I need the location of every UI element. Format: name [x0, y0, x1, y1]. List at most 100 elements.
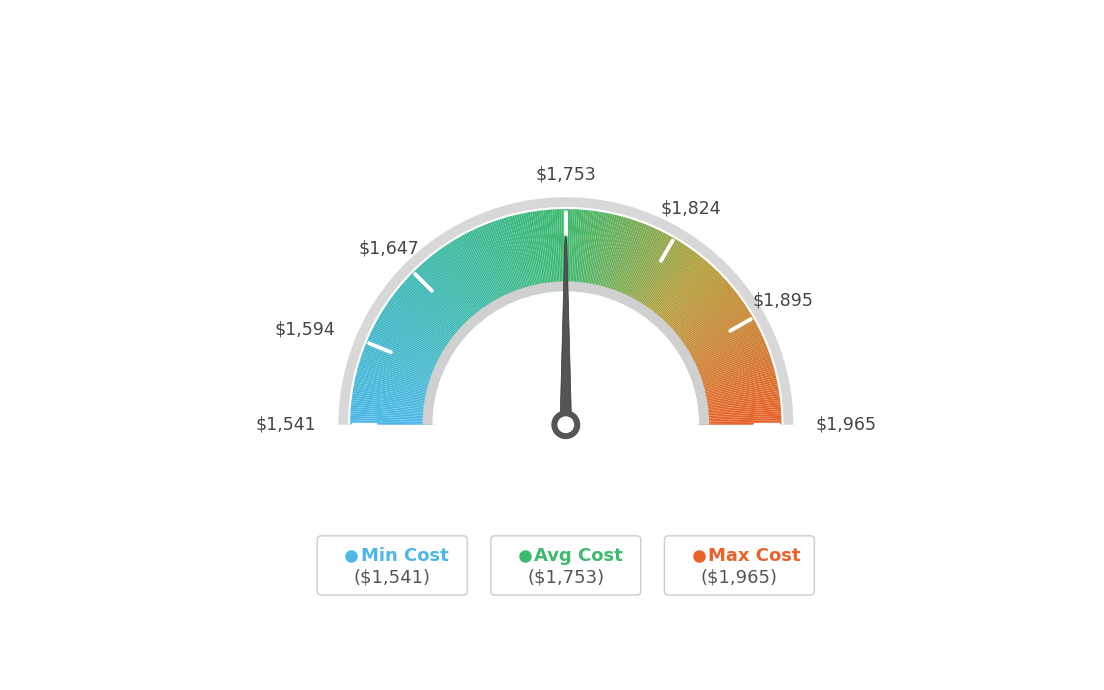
- Wedge shape: [687, 341, 765, 375]
- Wedge shape: [360, 358, 440, 386]
- Wedge shape: [350, 415, 434, 421]
- Wedge shape: [697, 402, 781, 413]
- Wedge shape: [667, 287, 733, 342]
- Wedge shape: [434, 253, 486, 321]
- Wedge shape: [466, 233, 506, 308]
- Wedge shape: [437, 250, 488, 319]
- Wedge shape: [644, 250, 694, 319]
- Circle shape: [558, 416, 574, 433]
- Wedge shape: [640, 248, 691, 317]
- Wedge shape: [563, 209, 565, 293]
- Wedge shape: [580, 210, 591, 294]
- Wedge shape: [396, 289, 464, 343]
- Text: ($1,753): ($1,753): [528, 569, 604, 586]
- Wedge shape: [620, 228, 658, 306]
- Wedge shape: [623, 230, 661, 307]
- Wedge shape: [422, 263, 479, 327]
- Wedge shape: [616, 225, 649, 304]
- Wedge shape: [351, 409, 435, 417]
- Wedge shape: [688, 345, 767, 377]
- Wedge shape: [379, 315, 453, 359]
- Wedge shape: [611, 221, 641, 302]
- Wedge shape: [521, 213, 540, 296]
- Wedge shape: [698, 418, 782, 422]
- Wedge shape: [395, 290, 463, 344]
- Text: Min Cost: Min Cost: [361, 547, 448, 565]
- Wedge shape: [607, 220, 637, 301]
- Wedge shape: [629, 236, 671, 310]
- Wedge shape: [697, 413, 782, 420]
- Wedge shape: [652, 263, 710, 327]
- Wedge shape: [380, 313, 454, 358]
- Wedge shape: [575, 210, 584, 294]
- Wedge shape: [401, 284, 466, 340]
- Wedge shape: [351, 400, 435, 411]
- Wedge shape: [651, 262, 709, 326]
- Wedge shape: [684, 331, 761, 368]
- Wedge shape: [692, 364, 774, 389]
- Wedge shape: [697, 409, 781, 417]
- Wedge shape: [471, 230, 510, 306]
- Wedge shape: [578, 210, 588, 294]
- Wedge shape: [485, 224, 518, 303]
- Wedge shape: [569, 209, 573, 293]
- Text: Avg Cost: Avg Cost: [534, 547, 623, 565]
- Wedge shape: [539, 210, 551, 294]
- Text: $1,965: $1,965: [816, 416, 877, 434]
- Wedge shape: [548, 210, 556, 294]
- Wedge shape: [678, 311, 751, 357]
- Wedge shape: [637, 244, 686, 315]
- Wedge shape: [361, 356, 442, 384]
- Wedge shape: [350, 413, 435, 420]
- Wedge shape: [543, 210, 553, 294]
- Wedge shape: [693, 375, 776, 396]
- Wedge shape: [645, 252, 697, 320]
- Wedge shape: [399, 287, 465, 342]
- Wedge shape: [464, 234, 505, 309]
- Wedge shape: [696, 388, 778, 404]
- Wedge shape: [669, 290, 736, 344]
- Wedge shape: [416, 268, 476, 330]
- Wedge shape: [364, 345, 444, 377]
- Wedge shape: [694, 377, 777, 397]
- Wedge shape: [510, 216, 533, 297]
- Wedge shape: [393, 295, 461, 346]
- Wedge shape: [431, 256, 485, 322]
- Wedge shape: [350, 422, 434, 425]
- Wedge shape: [407, 277, 470, 336]
- Wedge shape: [355, 375, 438, 396]
- Wedge shape: [659, 273, 720, 333]
- Wedge shape: [606, 219, 635, 300]
- Wedge shape: [391, 296, 460, 348]
- Wedge shape: [351, 406, 435, 415]
- Wedge shape: [565, 209, 569, 293]
- Wedge shape: [358, 366, 439, 391]
- Wedge shape: [692, 362, 773, 388]
- Wedge shape: [697, 411, 782, 418]
- Wedge shape: [454, 239, 499, 313]
- Wedge shape: [605, 219, 633, 299]
- Wedge shape: [631, 238, 676, 311]
- Wedge shape: [599, 217, 624, 298]
- Wedge shape: [676, 306, 746, 353]
- FancyBboxPatch shape: [665, 536, 815, 595]
- Wedge shape: [693, 373, 776, 395]
- Wedge shape: [593, 214, 613, 297]
- Wedge shape: [410, 274, 471, 334]
- Wedge shape: [390, 298, 459, 348]
- Wedge shape: [603, 217, 628, 299]
- Wedge shape: [660, 274, 722, 334]
- Wedge shape: [581, 210, 593, 294]
- Wedge shape: [634, 240, 679, 313]
- Wedge shape: [446, 244, 495, 315]
- Wedge shape: [384, 307, 456, 354]
- Wedge shape: [665, 282, 729, 339]
- Wedge shape: [574, 210, 582, 293]
- Wedge shape: [618, 227, 654, 304]
- Wedge shape: [689, 348, 768, 379]
- Wedge shape: [696, 391, 779, 406]
- Wedge shape: [476, 228, 512, 305]
- Wedge shape: [585, 211, 599, 295]
- Wedge shape: [373, 327, 448, 366]
- Wedge shape: [348, 207, 784, 425]
